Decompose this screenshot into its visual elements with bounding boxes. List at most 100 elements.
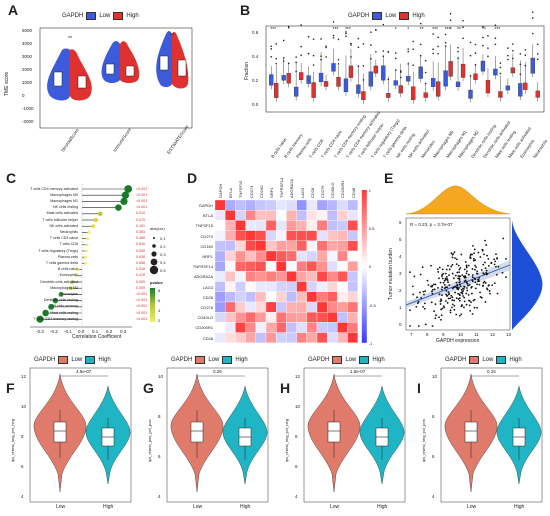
scatter-point xyxy=(467,264,470,267)
heatmap-cell xyxy=(255,210,267,221)
color-scale-bar xyxy=(361,190,367,343)
legend-high-swatch xyxy=(399,12,410,20)
scatter-point xyxy=(412,293,415,296)
heatmap-cell xyxy=(245,240,256,252)
scatter-point xyxy=(451,287,454,290)
scatter-point xyxy=(502,237,505,240)
lollipop-dot xyxy=(84,262,87,265)
scatter-point xyxy=(465,292,468,295)
outlier xyxy=(325,56,327,58)
scatter-point xyxy=(454,285,456,288)
outlier xyxy=(375,29,377,31)
outlier xyxy=(524,48,527,51)
scatter-point xyxy=(431,325,434,327)
y-tick-label: 2000 xyxy=(22,67,33,72)
outlier xyxy=(457,57,459,60)
heatmap-cell xyxy=(255,332,267,343)
box xyxy=(343,78,349,93)
heatmap-cell xyxy=(347,312,358,323)
heatmap-cell xyxy=(316,291,328,303)
scatter-point xyxy=(426,279,429,282)
row-pvalue: <0.001 xyxy=(136,198,148,203)
y-tick-label: 1000 xyxy=(22,80,33,85)
heatmap-cell xyxy=(286,220,297,231)
heatmap-cell xyxy=(306,230,318,241)
box xyxy=(460,63,466,78)
scatter-point xyxy=(434,283,437,286)
heatmap-cell xyxy=(347,261,358,272)
scatter-point xyxy=(464,275,467,277)
outlier xyxy=(424,71,427,74)
row-label: NK cells activated xyxy=(49,223,78,228)
outlier xyxy=(444,45,447,47)
scatter-point xyxy=(451,303,454,306)
scatter-point xyxy=(430,285,432,288)
scatter-point xyxy=(451,272,454,275)
legend: GAPDH Low High xyxy=(171,356,248,364)
y-tick-label: 4 xyxy=(432,494,435,499)
box xyxy=(348,65,354,78)
outlier xyxy=(295,61,297,64)
outlier xyxy=(312,64,315,66)
scatter-point xyxy=(417,325,420,327)
scatter-point xyxy=(423,307,426,310)
significance-mark: * xyxy=(394,27,397,33)
box xyxy=(480,60,486,72)
x-tick-label: 13 xyxy=(506,332,512,337)
outlier xyxy=(399,76,402,79)
scatter-point xyxy=(481,248,484,251)
scatter-point xyxy=(427,284,430,286)
heatmap-cell xyxy=(316,210,328,221)
lollipop-dot xyxy=(121,191,130,199)
heatmap-cell xyxy=(316,312,328,323)
scatter-point xyxy=(448,274,450,277)
legend-high-label: High xyxy=(126,13,139,19)
heatmap-cell xyxy=(316,322,328,333)
heatmap-cell xyxy=(245,220,256,231)
panel-label: G xyxy=(143,380,154,396)
heatmap-cell xyxy=(255,230,267,241)
row-pvalue: 0.656 xyxy=(136,260,145,265)
heatmap-cell xyxy=(337,291,348,303)
heatmap-cell xyxy=(306,220,318,231)
scatter-point xyxy=(505,276,507,279)
scatter-point xyxy=(416,296,418,299)
panel-b: B GAPDH Low High Fraction 0.6 0.4 0.2 0.0 *… xyxy=(238,0,550,170)
heatmap-cell xyxy=(286,210,297,221)
scatter-point xyxy=(453,308,456,311)
row-label: T cells follicular helper xyxy=(42,217,79,222)
scatter-point xyxy=(473,298,476,301)
size-legend-title: abs(cor) xyxy=(150,226,165,231)
scatter-point xyxy=(441,277,444,280)
outlier xyxy=(345,35,347,38)
outlier xyxy=(370,44,372,46)
legend-low-label: Low xyxy=(345,357,357,363)
heatmap-cell xyxy=(276,291,287,303)
row-pvalue: 0.070 xyxy=(136,217,145,222)
scatter-point xyxy=(469,253,472,256)
panel-label: C xyxy=(6,170,17,186)
box xyxy=(286,73,291,84)
scatter-point xyxy=(463,300,466,303)
scatter-point xyxy=(471,253,473,256)
heatmap-cell xyxy=(265,322,277,333)
scatter-point xyxy=(460,291,463,294)
outlier xyxy=(449,27,452,29)
row-pvalue: 0.009 xyxy=(136,285,145,290)
heatmap-cell xyxy=(327,220,338,231)
outlier xyxy=(282,39,285,42)
legend-title: GAPDH xyxy=(348,13,370,19)
scatter-point xyxy=(422,290,425,293)
heatmap-cell xyxy=(316,240,328,252)
heatmap-cell xyxy=(265,230,277,241)
scale-label: 0.5 xyxy=(368,226,375,232)
scatter-point xyxy=(474,287,477,290)
scatter-point xyxy=(457,275,460,277)
scatter-point xyxy=(491,284,494,287)
lollipop-dot xyxy=(124,185,133,193)
y-tick-label: 8 xyxy=(432,414,435,419)
y-tick-label: 8 xyxy=(158,414,161,419)
scatter-point xyxy=(472,259,475,262)
heatmap-cell xyxy=(225,261,236,272)
outlier xyxy=(437,36,439,39)
